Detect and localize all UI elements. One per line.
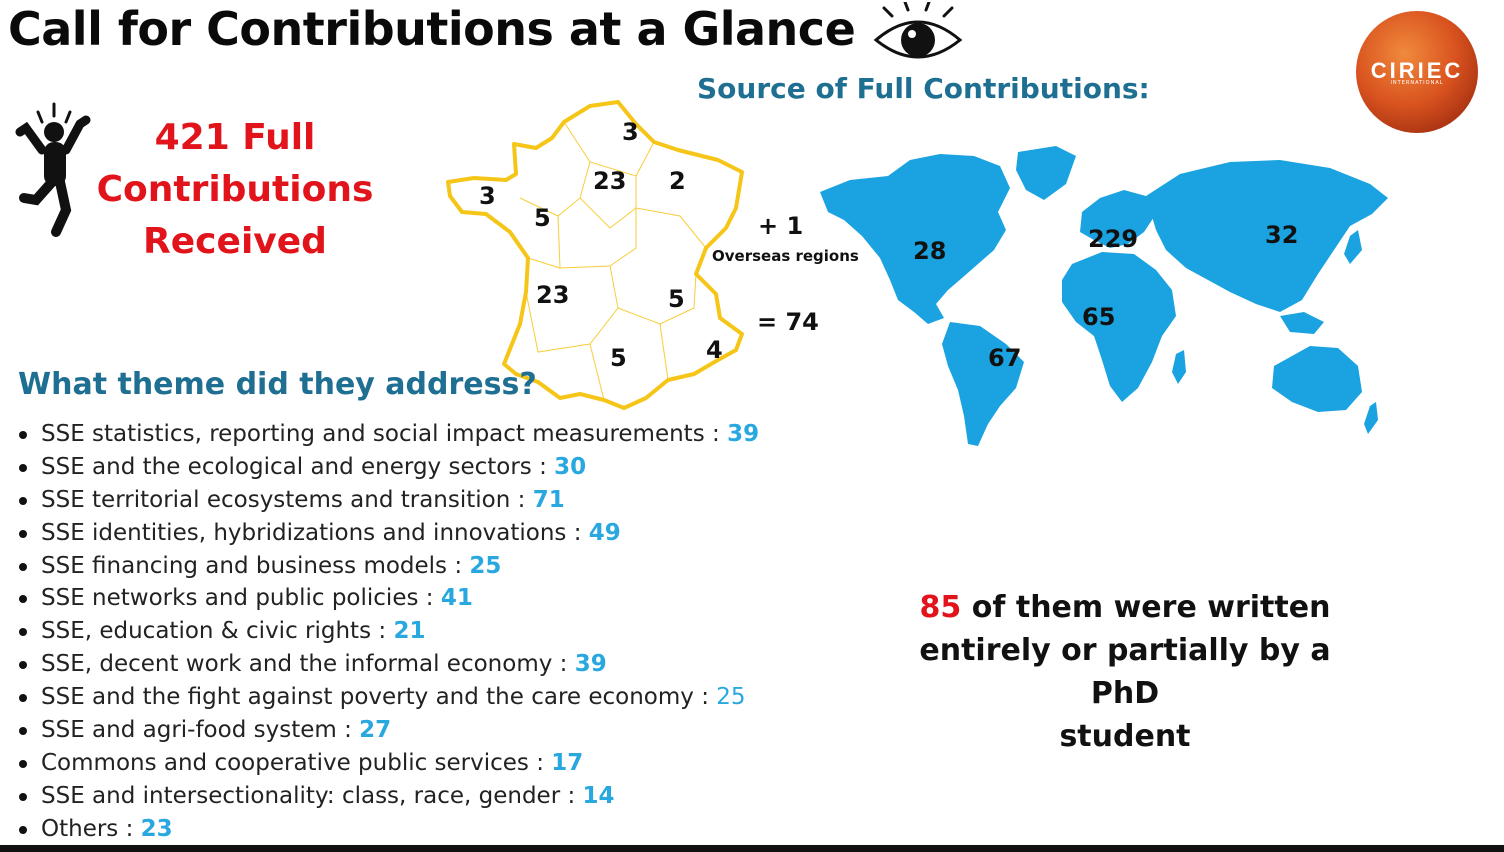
list-item: SSE statistics, reporting and social imp… bbox=[18, 418, 759, 451]
world-europe-count: 229 bbox=[1088, 225, 1139, 253]
theme-count: 17 bbox=[551, 749, 584, 776]
theme-label: SSE identities, hybridizations and innov… bbox=[41, 519, 589, 546]
total-line-3: Received bbox=[143, 221, 327, 262]
world-north-america-count: 28 bbox=[913, 237, 947, 265]
total-line-2: Contributions bbox=[96, 169, 374, 210]
phd-line-1-text: of them were written bbox=[961, 590, 1331, 625]
theme-label: SSE and the ecological and energy sector… bbox=[41, 453, 555, 480]
overseas-count: + 1 bbox=[758, 212, 804, 240]
list-item: SSE and the fight against poverty and th… bbox=[18, 681, 759, 714]
phd-line-2: entirely or partially by a PhD bbox=[919, 633, 1331, 711]
theme-label: SSE and intersectionality: class, race, … bbox=[41, 782, 583, 809]
world-asia-count: 32 bbox=[1265, 221, 1299, 249]
source-heading: Source of Full Contributions: bbox=[697, 72, 1150, 105]
theme-label: Others : bbox=[41, 815, 141, 842]
overseas-label: Overseas regions bbox=[712, 247, 859, 265]
bottom-divider bbox=[0, 845, 1504, 852]
france-region-north-count: 3 bbox=[622, 118, 639, 146]
total-contributions: 421 Full Contributions Received bbox=[90, 112, 380, 268]
theme-label: SSE statistics, reporting and social imp… bbox=[41, 421, 728, 447]
theme-count: 49 bbox=[588, 519, 621, 546]
france-region-west-count: 5 bbox=[534, 204, 551, 232]
theme-count: 25 bbox=[716, 684, 746, 711]
list-item: Others : 23 bbox=[18, 813, 759, 846]
france-region-east-count: 2 bbox=[669, 167, 686, 195]
list-item: SSE, decent work and the informal econom… bbox=[18, 648, 759, 681]
theme-count: 23 bbox=[140, 815, 173, 842]
world-africa-count: 65 bbox=[1082, 303, 1116, 331]
phd-count: 85 bbox=[919, 590, 962, 625]
theme-heading: What theme did they address? bbox=[18, 367, 537, 402]
world-south-america-count: 67 bbox=[988, 344, 1022, 372]
list-item: Commons and cooperative public services … bbox=[18, 747, 759, 780]
theme-count: 39 bbox=[727, 421, 760, 447]
theme-count: 39 bbox=[574, 651, 607, 678]
excited-person-icon bbox=[15, 102, 91, 237]
total-line-1: 421 Full bbox=[154, 117, 316, 158]
list-item: SSE financing and business models : 25 bbox=[18, 550, 759, 583]
theme-label: SSE territorial ecosystems and transitio… bbox=[41, 486, 533, 513]
list-item: SSE identities, hybridizations and innov… bbox=[18, 517, 759, 550]
france-region-brittany-count: 3 bbox=[479, 182, 496, 210]
theme-label: SSE financing and business models : bbox=[41, 552, 470, 579]
list-item: SSE and agri-food system : 27 bbox=[18, 714, 759, 747]
theme-count: 27 bbox=[359, 717, 392, 744]
theme-label: SSE and the fight against poverty and th… bbox=[41, 684, 717, 711]
theme-label: SSE, education & civic rights : bbox=[41, 618, 394, 645]
theme-label: SSE networks and public policies : bbox=[41, 585, 441, 612]
list-item: SSE, education & civic rights : 21 bbox=[18, 615, 759, 648]
france-region-southwest-count: 23 bbox=[536, 281, 570, 309]
france-region-paca-count: 4 bbox=[706, 336, 723, 364]
france-region-occitanie-count: 5 bbox=[610, 344, 627, 372]
eye-icon bbox=[873, 2, 963, 59]
page-title: Call for Contributions at a Glance bbox=[8, 2, 856, 56]
theme-count: 71 bbox=[532, 486, 565, 513]
list-item: SSE and the ecological and energy sector… bbox=[18, 451, 759, 484]
ciriec-logo bbox=[1356, 11, 1478, 133]
theme-count: 30 bbox=[554, 453, 587, 480]
phd-line-1: 85 of them were written bbox=[890, 586, 1360, 629]
list-item: SSE and intersectionality: class, race, … bbox=[18, 780, 759, 813]
phd-statement: 85 of them were written entirely or part… bbox=[890, 586, 1360, 758]
theme-label: SSE, decent work and the informal econom… bbox=[41, 651, 575, 678]
logo-subtext: INTERNATIONAL bbox=[1390, 80, 1444, 86]
theme-count: 41 bbox=[440, 585, 473, 612]
theme-list: SSE statistics, reporting and social imp… bbox=[18, 418, 759, 846]
world-map bbox=[820, 146, 1388, 446]
list-item: SSE territorial ecosystems and transitio… bbox=[18, 484, 759, 517]
theme-label: SSE and agri-food system : bbox=[41, 717, 360, 744]
france-region-paris-count: 23 bbox=[593, 167, 627, 195]
theme-count: 25 bbox=[469, 552, 502, 579]
theme-count: 14 bbox=[582, 782, 615, 809]
logo-text: CIRIEC bbox=[1370, 58, 1464, 83]
list-item: SSE networks and public policies : 41 bbox=[18, 582, 759, 615]
phd-line-3: student bbox=[1059, 719, 1191, 754]
france-map bbox=[446, 100, 744, 410]
theme-count: 21 bbox=[393, 618, 426, 645]
france-total: = 74 bbox=[757, 308, 819, 336]
france-region-rhone-count: 5 bbox=[668, 285, 685, 313]
theme-label: Commons and cooperative public services … bbox=[41, 749, 552, 776]
